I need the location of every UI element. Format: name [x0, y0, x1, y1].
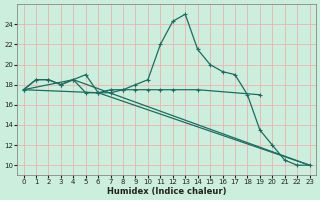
- X-axis label: Humidex (Indice chaleur): Humidex (Indice chaleur): [107, 187, 226, 196]
